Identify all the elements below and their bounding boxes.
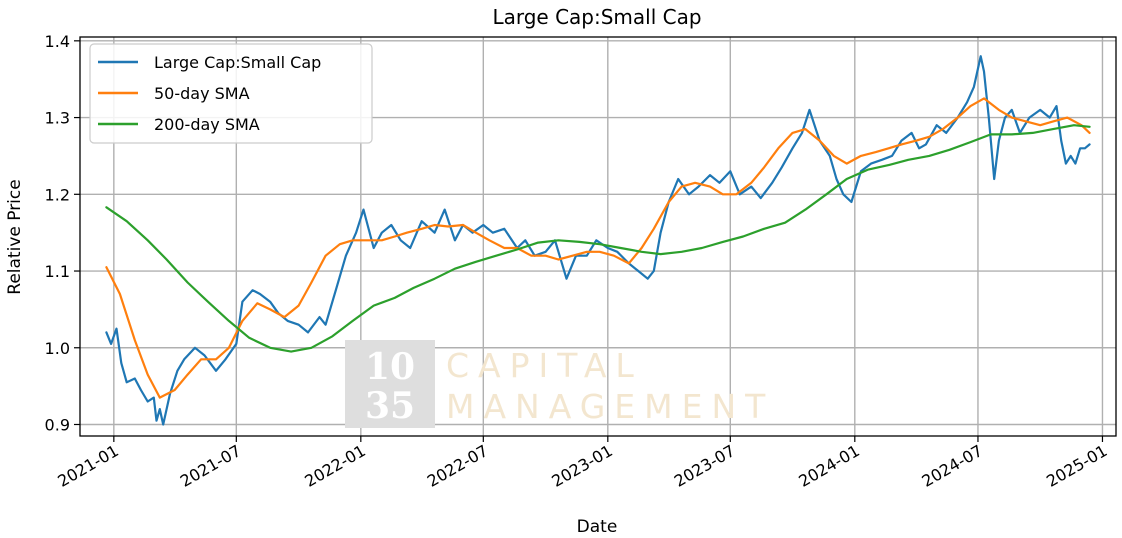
series-lines — [105, 55, 1091, 426]
y-tick-label: 1.0 — [45, 339, 70, 358]
y-tick-label: 0.9 — [45, 415, 70, 434]
watermark-numeral-top: 10 — [365, 346, 415, 388]
series-line-200-day-sma — [105, 124, 1091, 353]
y-tick-label: 1.3 — [45, 109, 70, 128]
y-axis: 0.9 1.0 1.1 1.2 1.3 1.4 — [45, 32, 80, 434]
legend-box — [89, 43, 373, 144]
plot-frame — [79, 36, 1117, 437]
legend-label-200-day-sma: 200-day SMA — [154, 115, 260, 134]
watermark-text-bottom: MANAGEMENT — [446, 387, 774, 426]
y-tick-label: 1.1 — [45, 262, 70, 281]
watermark-numeral-bottom: 35 — [365, 385, 415, 427]
series-line-50-day-sma — [105, 97, 1091, 399]
series-line-large-cap-small-cap — [105, 55, 1091, 426]
legend-label-50-day-sma: 50-day SMA — [154, 84, 250, 103]
y-tick-label: 1.4 — [45, 32, 70, 51]
watermark-text-top: CAPITAL — [446, 346, 643, 385]
watermark: 10 35 CAPITAL MANAGEMENT — [345, 340, 774, 428]
y-tick-label: 1.2 — [45, 185, 70, 204]
legend: Large Cap:Small Cap 50-day SMA 200-day S… — [89, 43, 373, 144]
watermark-box — [345, 340, 435, 428]
y-axis-title: Relative Price — [5, 179, 25, 294]
legend-label-large-cap-small-cap: Large Cap:Small Cap — [154, 53, 321, 72]
x-axis-title: Date — [577, 517, 618, 537]
chart-title: Large Cap:Small Cap — [492, 5, 701, 29]
